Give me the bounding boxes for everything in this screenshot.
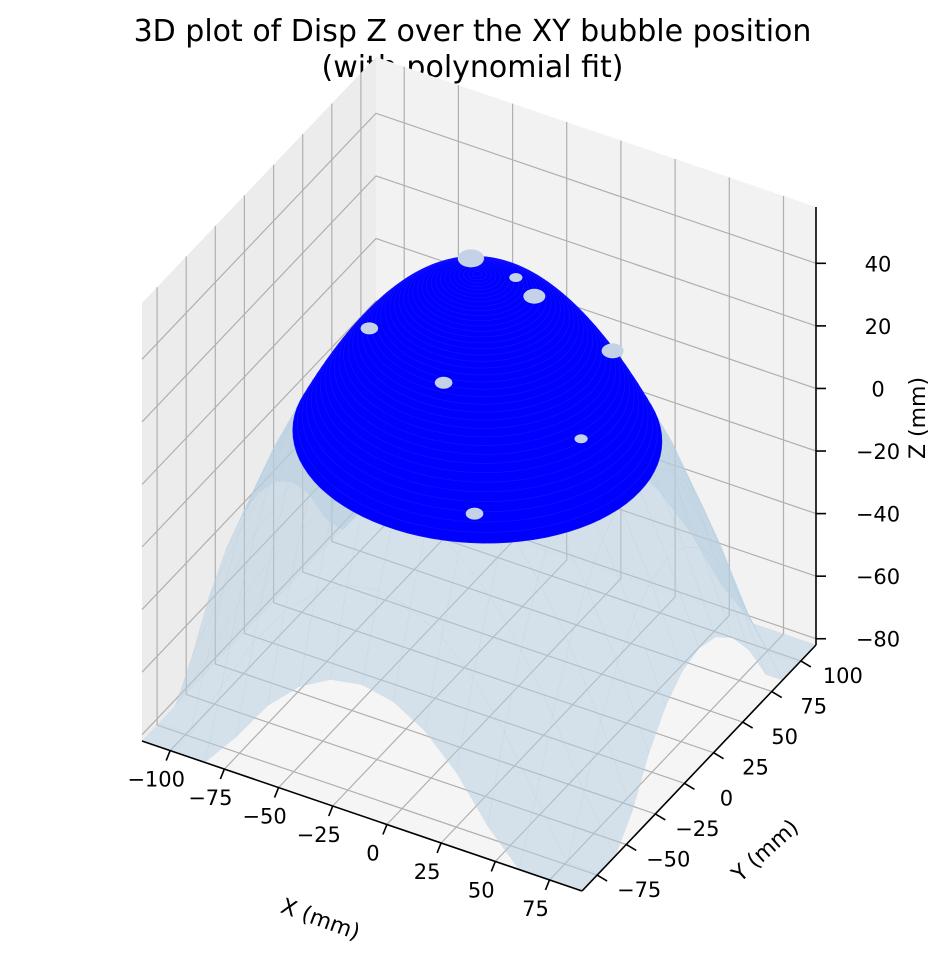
x-tick-label: −50	[242, 805, 286, 829]
x-tick-mark	[436, 842, 442, 854]
y-tick-mark	[625, 843, 637, 852]
x-tick-mark	[490, 861, 497, 872]
z-tick-label: −60	[856, 565, 900, 589]
x-tick-mark	[165, 750, 171, 761]
y-tick-label: 0	[720, 786, 733, 810]
z-tick-label: −20	[856, 440, 900, 464]
y-tick-mark	[800, 660, 812, 668]
gridline-z	[141, 300, 817, 548]
fit-surface-patch	[683, 546, 733, 638]
gridline-z	[141, 112, 817, 360]
x-tick-mark	[382, 824, 388, 835]
gridline-z	[141, 175, 817, 423]
y-tick-label: −50	[646, 847, 690, 871]
title-line-1: 3D plot of Disp Z over the XY bubble pos…	[133, 14, 812, 49]
x-tick-mark	[219, 768, 226, 780]
fit-surface-patch	[583, 721, 633, 857]
y-axis-label: Y (mm)	[727, 815, 804, 888]
y-tick-mark	[742, 721, 754, 729]
y-tick-mark	[713, 752, 724, 760]
data-gap	[434, 376, 453, 389]
x-axis-line	[141, 740, 583, 892]
y-tick-label: 100	[823, 664, 863, 688]
x-tick-label: −100	[127, 768, 185, 792]
y-tick-mark	[596, 874, 608, 882]
data-dome	[292, 249, 663, 544]
z-tick-label: 40	[865, 252, 892, 276]
fit-surface-patch	[667, 546, 716, 649]
z-tick-label: −40	[856, 503, 900, 527]
x-tick-label: 25	[414, 860, 441, 884]
fit-surface-patch	[617, 615, 666, 754]
fit-surface-patch	[633, 580, 683, 707]
x-tick-label: −75	[188, 786, 232, 810]
y-tick-mark	[654, 813, 666, 821]
data-gap	[574, 434, 588, 444]
data-gap	[457, 249, 485, 268]
x-axis-label: X (mm)	[277, 894, 363, 946]
y-tick-label: 75	[800, 695, 827, 719]
data-ring	[472, 271, 483, 278]
y-tick-label: −25	[675, 817, 719, 841]
y-tick-label: 50	[771, 725, 798, 749]
x-tick-label: 0	[366, 841, 379, 865]
gridline-z	[141, 237, 817, 485]
data-gap	[509, 273, 523, 283]
x-tick-label: −25	[297, 823, 341, 847]
x-tick-mark	[327, 805, 334, 817]
chart-title: 3D plot of Disp Z over the XY bubble pos…	[0, 14, 945, 86]
tick-labels: −100−75−50−250255075−75−50−250255075100−…	[127, 252, 900, 921]
x-tick-mark	[544, 879, 551, 891]
data-gap	[360, 322, 379, 335]
z-tick-label: 0	[871, 377, 884, 401]
y-tick-label: −75	[617, 878, 661, 902]
x-tick-label: 50	[468, 878, 495, 902]
data-gap	[601, 343, 624, 359]
z-tick-label: 20	[865, 315, 892, 339]
y-axis-line	[581, 644, 817, 892]
y-tick-label: 25	[742, 756, 769, 780]
y-tick-mark	[771, 690, 783, 699]
pane-side	[142, 57, 376, 741]
x-tick-mark	[273, 787, 280, 798]
data-gap	[465, 507, 484, 520]
x-tick-label: 75	[522, 897, 549, 921]
z-tick-label: −80	[856, 628, 900, 652]
axis-lines	[141, 207, 826, 892]
data-gap	[523, 288, 546, 304]
z-axis-label: Z (mm)	[906, 377, 931, 459]
y-tick-mark	[684, 782, 695, 790]
